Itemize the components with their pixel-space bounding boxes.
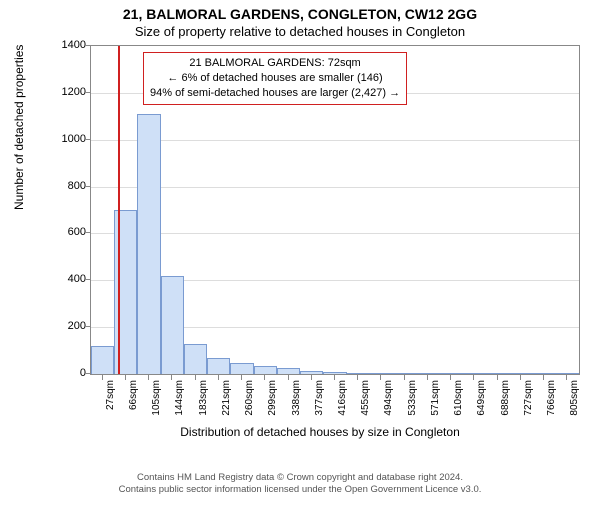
y-tick-label: 600 bbox=[50, 226, 86, 238]
histogram-bar bbox=[463, 373, 486, 374]
x-tick-label: 183sqm bbox=[198, 380, 209, 416]
attribution-line-2: Contains public sector information licen… bbox=[0, 484, 600, 496]
histogram-bar bbox=[277, 368, 300, 374]
page-subtitle: Size of property relative to detached ho… bbox=[0, 24, 600, 39]
info-line-3: 94% of semi-detached houses are larger (… bbox=[150, 86, 400, 101]
x-tick-mark bbox=[450, 375, 451, 380]
histogram-bar bbox=[323, 372, 346, 374]
histogram-bar bbox=[300, 371, 323, 375]
x-tick-label: 144sqm bbox=[174, 380, 185, 416]
x-tick-label: 377sqm bbox=[314, 380, 325, 416]
histogram-bar bbox=[137, 114, 160, 374]
x-tick-mark bbox=[543, 375, 544, 380]
x-tick-label: 27sqm bbox=[105, 380, 116, 410]
histogram-bar bbox=[230, 363, 253, 374]
x-tick-label: 66sqm bbox=[128, 380, 139, 410]
x-tick-mark bbox=[148, 375, 149, 380]
x-tick-mark bbox=[473, 375, 474, 380]
y-tick-label: 1200 bbox=[50, 86, 86, 98]
x-tick-label: 221sqm bbox=[221, 380, 232, 416]
x-tick-label: 416sqm bbox=[337, 380, 348, 416]
x-tick-mark bbox=[357, 375, 358, 380]
page-title: 21, BALMORAL GARDENS, CONGLETON, CW12 2G… bbox=[0, 6, 600, 22]
x-tick-mark bbox=[264, 375, 265, 380]
y-tick-label: 200 bbox=[50, 320, 86, 332]
plot-area: 21 BALMORAL GARDENS: 72sqm ← 6% of detac… bbox=[90, 45, 580, 375]
y-axis-label: Number of detached properties bbox=[12, 45, 26, 210]
x-tick-mark bbox=[195, 375, 196, 380]
property-size-marker bbox=[118, 46, 120, 374]
histogram-bar bbox=[184, 344, 207, 374]
x-tick-mark bbox=[311, 375, 312, 380]
x-tick-label: 260sqm bbox=[244, 380, 255, 416]
histogram-bar bbox=[91, 346, 114, 374]
x-axis-label: Distribution of detached houses by size … bbox=[60, 425, 580, 439]
x-tick-mark bbox=[497, 375, 498, 380]
histogram-bar bbox=[533, 373, 556, 374]
x-tick-label: 105sqm bbox=[151, 380, 162, 416]
x-tick-mark bbox=[218, 375, 219, 380]
histogram-bar bbox=[440, 373, 463, 374]
attribution: Contains HM Land Registry data © Crown c… bbox=[0, 472, 600, 496]
x-tick-label: 455sqm bbox=[360, 380, 371, 416]
x-tick-label: 649sqm bbox=[476, 380, 487, 416]
histogram-bar bbox=[161, 276, 184, 374]
x-tick-mark bbox=[288, 375, 289, 380]
info-line-1: 21 BALMORAL GARDENS: 72sqm bbox=[150, 56, 400, 71]
attribution-line-1: Contains HM Land Registry data © Crown c… bbox=[0, 472, 600, 484]
x-tick-mark bbox=[380, 375, 381, 380]
y-tick-label: 1000 bbox=[50, 133, 86, 145]
x-tick-mark bbox=[102, 375, 103, 380]
y-tick-label: 1400 bbox=[50, 39, 86, 51]
x-tick-mark bbox=[404, 375, 405, 380]
y-tick-label: 800 bbox=[50, 180, 86, 192]
x-tick-label: 688sqm bbox=[500, 380, 511, 416]
x-tick-label: 299sqm bbox=[267, 380, 278, 416]
y-tick-label: 400 bbox=[50, 273, 86, 285]
x-tick-mark bbox=[520, 375, 521, 380]
histogram-bar bbox=[207, 358, 230, 374]
histogram-bar bbox=[370, 373, 393, 374]
x-tick-label: 727sqm bbox=[523, 380, 534, 416]
histogram-bar bbox=[254, 366, 277, 374]
x-tick-label: 494sqm bbox=[383, 380, 394, 416]
histogram-bar bbox=[509, 373, 532, 374]
y-tick-label: 0 bbox=[50, 367, 86, 379]
x-tick-mark bbox=[125, 375, 126, 380]
x-tick-label: 805sqm bbox=[569, 380, 580, 416]
x-tick-mark bbox=[566, 375, 567, 380]
histogram-chart: Number of detached properties 0200400600… bbox=[60, 45, 580, 415]
x-tick-mark bbox=[241, 375, 242, 380]
histogram-bar bbox=[347, 373, 370, 374]
histogram-bar bbox=[486, 373, 509, 374]
info-line-2: ← 6% of detached houses are smaller (146… bbox=[150, 71, 400, 86]
x-tick-label: 533sqm bbox=[407, 380, 418, 416]
x-tick-mark bbox=[334, 375, 335, 380]
info-box: 21 BALMORAL GARDENS: 72sqm ← 6% of detac… bbox=[143, 52, 407, 105]
histogram-bar bbox=[556, 373, 579, 374]
histogram-bar bbox=[393, 373, 416, 374]
x-tick-mark bbox=[427, 375, 428, 380]
x-tick-label: 571sqm bbox=[430, 380, 441, 416]
x-tick-label: 610sqm bbox=[453, 380, 464, 416]
x-tick-mark bbox=[171, 375, 172, 380]
x-tick-label: 766sqm bbox=[546, 380, 557, 416]
x-tick-label: 338sqm bbox=[291, 380, 302, 416]
histogram-bar bbox=[416, 373, 439, 374]
